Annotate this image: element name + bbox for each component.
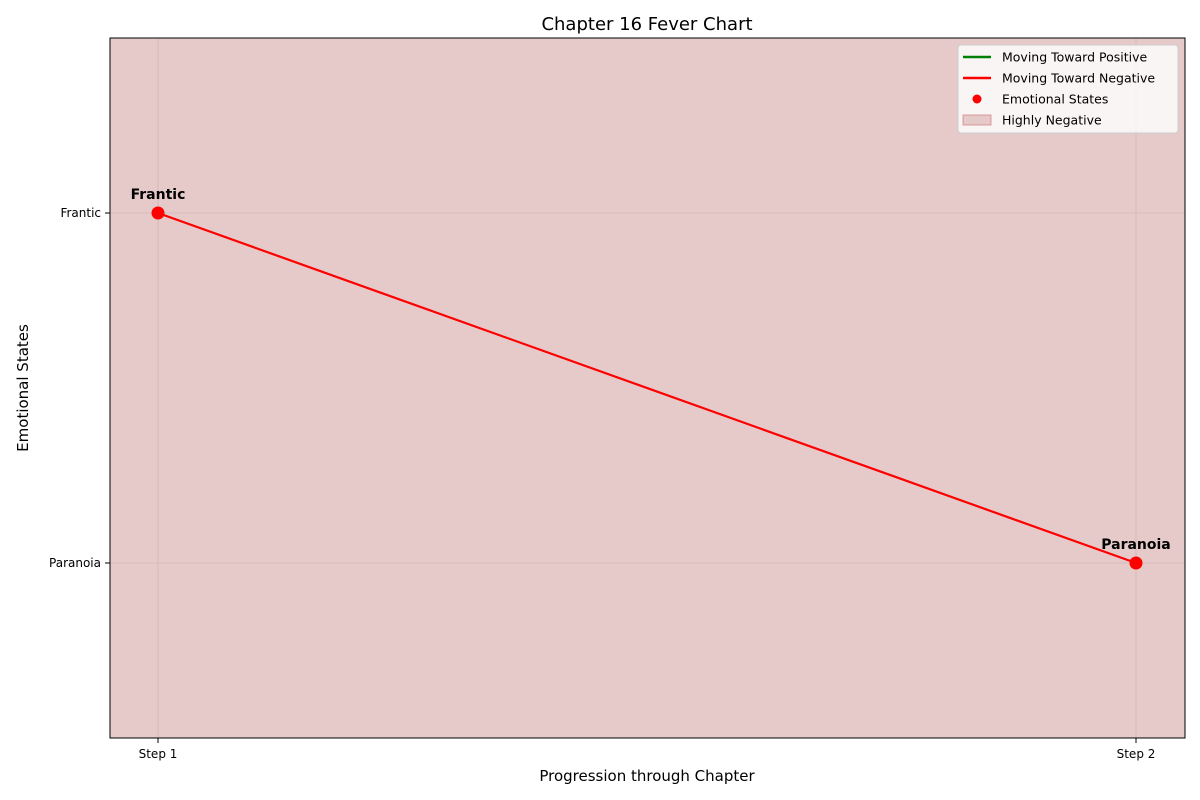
y-tick-label: Frantic [60, 206, 101, 220]
legend-swatch-patch [962, 114, 992, 126]
legend-swatch-marker [972, 94, 982, 104]
x-axis: Step 1 Step 2 [139, 738, 1156, 761]
y-tick-label: Paranoia [49, 556, 101, 570]
point-labels: Frantic Paranoia [131, 187, 1171, 553]
legend-label: Moving Toward Negative [1002, 71, 1155, 86]
x-tick-label: Step 1 [139, 747, 178, 761]
data-point [1129, 556, 1143, 570]
x-axis-title: Progression through Chapter [539, 767, 755, 785]
series [151, 206, 1143, 570]
chart-title: Chapter 16 Fever Chart [541, 14, 752, 35]
legend: Moving Toward Positive Moving Toward Nega… [957, 44, 1179, 134]
series-segment-negative [156, 211, 1138, 565]
legend-box [957, 44, 1179, 134]
data-point-label: Paranoia [1101, 537, 1171, 553]
legend-label: Moving Toward Positive [1002, 50, 1148, 65]
data-point [151, 206, 165, 220]
y-axis-title: Emotional States [14, 324, 32, 452]
legend-label: Highly Negative [1002, 113, 1102, 128]
x-tick-label: Step 2 [1117, 747, 1156, 761]
y-axis: Paranoia Frantic [49, 206, 110, 570]
data-point-label: Frantic [131, 187, 186, 203]
plot-frame [109, 37, 1186, 739]
grid-lines [110, 38, 1185, 738]
legend-label: Emotional States [1002, 92, 1108, 107]
